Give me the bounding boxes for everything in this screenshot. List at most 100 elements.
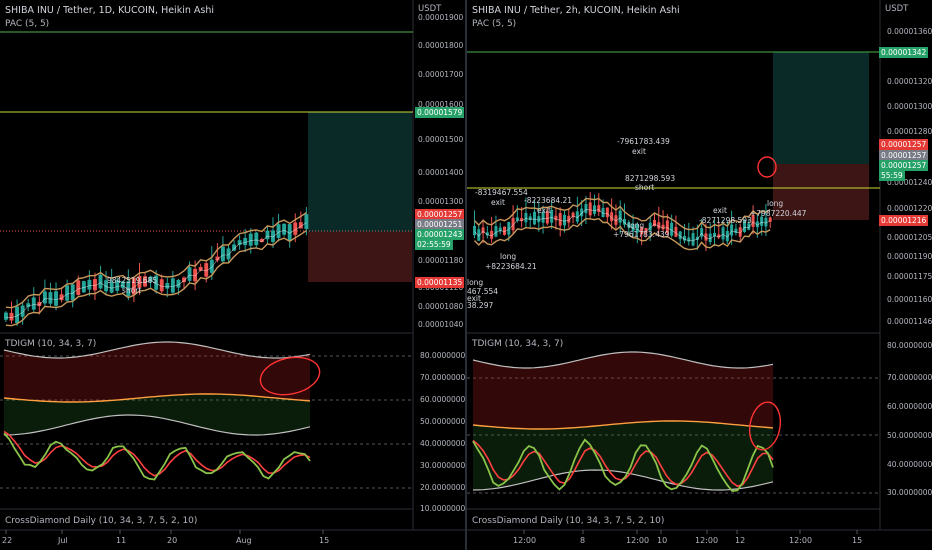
chart-canvas-right[interactable] [467, 0, 932, 550]
candle-body [137, 275, 142, 288]
candle-body [575, 211, 579, 222]
candle-body [481, 227, 485, 234]
prev-close-price-tag: 0.00001251 [415, 219, 465, 230]
osc-upper-band [3, 341, 311, 359]
tdigm-indicator-label[interactable]: TDIGM (10, 34, 3, 7) [5, 339, 97, 349]
candle-body [54, 291, 58, 306]
osc-tick: 80.00000000 [420, 351, 465, 360]
candle-body [48, 292, 53, 304]
time-axis-label: 12:00 [789, 536, 813, 545]
candle-body [593, 205, 596, 214]
candle-body [653, 219, 656, 227]
prev-close-price-tag: 0.00001257 [879, 150, 929, 161]
candle-body [644, 228, 648, 233]
time-axis-label: 15 [852, 536, 863, 545]
time-axis-label: Aug [236, 536, 252, 545]
trade-annotation: 467.554 [467, 287, 499, 296]
chart-pane-left[interactable]: SHIBA INU / Tether, 1D, KUCOIN, Heikin A… [0, 0, 465, 550]
candle-body [507, 222, 511, 235]
trade-annotation: exit [537, 206, 551, 215]
osc-tick: 60.00000000 [887, 402, 932, 411]
price-tick: 0.00001400 [418, 168, 464, 177]
crossdiamond-indicator-label[interactable]: CrossDiamond Daily (10, 34, 3, 7, 5, 2, … [5, 516, 198, 526]
candle-body [614, 215, 618, 225]
trade-annotation: long [767, 199, 784, 208]
chart-canvas-left[interactable] [0, 0, 465, 550]
osc-tick: 40.00000000 [887, 460, 932, 469]
candle-body [700, 228, 704, 237]
trade-annotation: exit [713, 206, 727, 215]
time-axis-label: 11 [116, 536, 127, 545]
candle-body [665, 220, 669, 234]
candle-body [165, 283, 170, 289]
pane-divider[interactable] [465, 0, 467, 550]
candle-body [70, 284, 75, 301]
stop-zone [773, 164, 869, 220]
price-tick: 0.00001280 [887, 127, 932, 136]
osc-tick: 80.00000000 [887, 341, 932, 350]
candle-body [584, 204, 588, 214]
candle-body [498, 227, 502, 232]
bar-countdown-tag: 55:59 [879, 170, 905, 181]
price-tick: 0.00001500 [418, 135, 464, 144]
candle-body [618, 210, 622, 223]
trade-annotation: 9842519.685 [107, 276, 158, 285]
osc-lower-fill [4, 394, 310, 435]
candle-body [541, 212, 545, 223]
pac-indicator-label[interactable]: PAC (5, 5) [5, 19, 50, 29]
highlight-ellipse [748, 401, 782, 451]
pac-center-line [5, 222, 307, 319]
tdigm-indicator-label[interactable]: TDIGM (10, 34, 3, 7) [472, 339, 564, 349]
candle-body [695, 236, 699, 240]
pac-upper-line [473, 197, 771, 231]
candle-body [550, 209, 554, 223]
symbol-title[interactable]: SHIBA INU / Tether, 1D, KUCOIN, Heikin A… [5, 5, 214, 16]
candle-body [215, 256, 220, 261]
osc-middle-line [3, 393, 311, 403]
candle-body [226, 248, 231, 260]
price-tick: 0.00001600 [418, 100, 464, 109]
stop-price-tag: 0.00001257 [415, 209, 465, 220]
osc-signal-line [3, 430, 311, 477]
candle-body [81, 281, 86, 293]
candle-body [9, 312, 14, 321]
candle-body [670, 222, 674, 236]
candle-body [610, 212, 614, 222]
chart-pane-right[interactable]: SHIBA INU / Tether, 2h, KUCOIN, Heikin A… [467, 0, 932, 550]
osc-tick: 50.00000000 [887, 431, 932, 440]
osc-tick: 50.00000000 [420, 417, 465, 426]
candle-body [563, 214, 566, 226]
symbol-title[interactable]: SHIBA INU / Tether, 2h, KUCOIN, Heikin A… [472, 5, 680, 16]
trade-annotation: -8223684.21 [524, 196, 573, 205]
candle-body [768, 217, 772, 222]
candle-body [537, 216, 541, 223]
candle-body [631, 224, 635, 232]
price-tick: 0.00001300 [887, 102, 932, 111]
candle-body [503, 226, 506, 235]
candle-body [545, 211, 549, 224]
candle-body [567, 215, 571, 223]
time-axis-label: 10 [657, 536, 668, 545]
trade-annotation: exit [632, 147, 646, 156]
candle-body [515, 217, 519, 221]
trade-annotation: 8271298.593 [625, 174, 676, 183]
osc-lower-band [3, 414, 311, 436]
osc-tick: 70.00000000 [420, 373, 465, 382]
pac-indicator-label[interactable]: PAC (5, 5) [472, 19, 517, 29]
candle-body [293, 222, 298, 235]
candle-body [691, 233, 695, 246]
candle-body [657, 222, 661, 229]
time-axis-label: 22 [2, 536, 13, 545]
last-price-tag: 0.00001257 [879, 160, 929, 171]
stop-price-tag: 0.00001257 [879, 139, 929, 150]
candle-body [605, 207, 609, 218]
crossdiamond-indicator-label[interactable]: CrossDiamond Daily (10, 34, 3, 7, 5, 2, … [472, 516, 665, 526]
price-tick: 0.00001040 [418, 320, 464, 329]
candle-body [15, 306, 20, 323]
price-tick: 0.00001900 [418, 13, 464, 22]
candle-body [524, 212, 528, 223]
osc-tick: 30.00000000 [887, 488, 932, 497]
trade-annotation: -8271298.593 [699, 216, 752, 225]
stop-zone [308, 232, 412, 282]
candle-body [687, 237, 691, 242]
